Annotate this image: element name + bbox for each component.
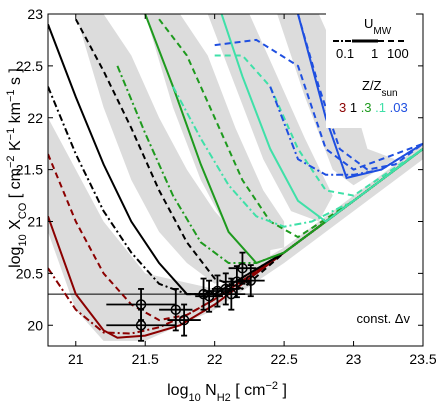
legend-umw-value-1: 1	[371, 46, 378, 61]
point-marker	[198, 288, 209, 300]
annotation-const-dv: const. Δv	[357, 311, 411, 326]
x-axis-title-var: N	[201, 382, 217, 399]
y-axis-title: log10 XCO [ cm−2 K−1 km−1 s ]	[5, 68, 29, 268]
x-tick-label: 21.5	[132, 351, 159, 367]
y-axis-title-var: X	[7, 219, 24, 234]
y-axis-title-sup3: −1	[5, 89, 17, 102]
x-tick-label: 23.5	[409, 351, 436, 367]
x-tick-label: 21	[68, 351, 84, 367]
uncertainty-band-0	[48, 117, 423, 341]
y-axis-title-units: [ cm	[7, 168, 24, 203]
data-point-2	[159, 288, 193, 332]
x-tick-label: 22	[207, 351, 223, 367]
axis-ticks: 21 21.5 22 22.5 23 23.5 20 20.5 21 21.5 22 22.5 23	[16, 6, 436, 367]
x-tick-label: 23	[346, 351, 362, 367]
data-point-10	[228, 251, 257, 285]
model-curves	[48, 14, 423, 339]
data-point-6	[203, 274, 232, 308]
legend: UMW 0.1 1 100 Z/Zsun 3 1 .3 .1 .03	[326, 8, 416, 128]
y-tick-label: 20	[27, 317, 43, 333]
legend-z-value-1: 1	[346, 100, 357, 115]
x-axis-title-var-sub: H2	[217, 392, 231, 404]
x-axis-title-log-sub: 10	[188, 392, 200, 404]
x-axis-title-log: log	[167, 382, 188, 399]
legend-umw-title: UMW	[364, 16, 392, 37]
legend-z-value-3: .1	[372, 100, 386, 115]
data-point-5	[195, 279, 223, 313]
point-marker	[135, 320, 147, 331]
y-tick-label: 20.5	[16, 265, 43, 281]
legend-z-value-4: .03	[386, 100, 408, 115]
legend-umw-value-0: 0.1	[336, 46, 354, 61]
point-marker	[170, 304, 182, 315]
uncertainty-band-2	[145, 14, 285, 253]
y-axis-title-K: K	[7, 140, 24, 155]
y-tick-label: 23	[27, 6, 43, 22]
y-axis-title-end: s ]	[7, 68, 24, 89]
point-marker	[178, 314, 190, 326]
y-axis-title-sup2: −1	[5, 128, 17, 141]
series-line-z.1-u100-11	[214, 54, 423, 197]
plot-frame	[47, 13, 424, 347]
data-point-8	[217, 277, 246, 311]
observation-points	[106, 251, 265, 342]
series-line-z.1-u0.1-10	[172, 86, 423, 228]
series-line-z.03-u100-14	[297, 14, 423, 171]
legend-z-sub: sun	[382, 88, 398, 99]
legend-z-value-0: 3	[339, 100, 346, 115]
y-tick-label: 22.5	[16, 58, 43, 74]
data-point-1	[106, 308, 176, 342]
series-line-z.03-u100-15	[214, 38, 423, 171]
y-axis-title-km: km	[7, 102, 24, 128]
legend-umw-value-2: 100	[387, 46, 409, 61]
y-axis-title-var-sub: CO	[17, 202, 29, 219]
x-tick-label: 22.5	[270, 351, 297, 367]
y-tick-label: 21	[27, 214, 43, 230]
legend-z-value-2: .3	[357, 100, 371, 115]
y-tick-label: 21.5	[16, 162, 43, 178]
series-line-z.03-u0.1-13	[269, 86, 423, 176]
legend-z-title: Z/Zsun	[362, 78, 398, 99]
data-point-7	[211, 272, 240, 306]
point-marker	[245, 275, 257, 286]
x-axis-title-units-sup: −2	[265, 380, 278, 392]
x-axis-title-units: [ cm	[231, 382, 266, 399]
data-point-11	[236, 264, 265, 298]
point-marker	[237, 262, 248, 274]
x-axis-title-end: ]	[278, 382, 287, 399]
legend-umw-label: U	[364, 16, 373, 31]
x-axis-title: log10 NH2 [ cm−2 ]	[167, 380, 287, 404]
legend-z-values: 3 1 .3 .1 .03	[339, 100, 408, 115]
legend-umw-sub: MW	[373, 26, 391, 37]
y-axis-title-log: log	[7, 247, 24, 268]
point-marker	[226, 288, 237, 300]
y-axis-title-sup1: −2	[5, 155, 17, 168]
legend-z-label: Z/Z	[362, 78, 382, 93]
legend-background	[326, 8, 416, 128]
y-axis-title-log-sub: 10	[17, 234, 29, 246]
y-tick-label: 22	[27, 110, 43, 126]
point-marker	[231, 276, 243, 287]
data-point-3	[167, 303, 201, 337]
